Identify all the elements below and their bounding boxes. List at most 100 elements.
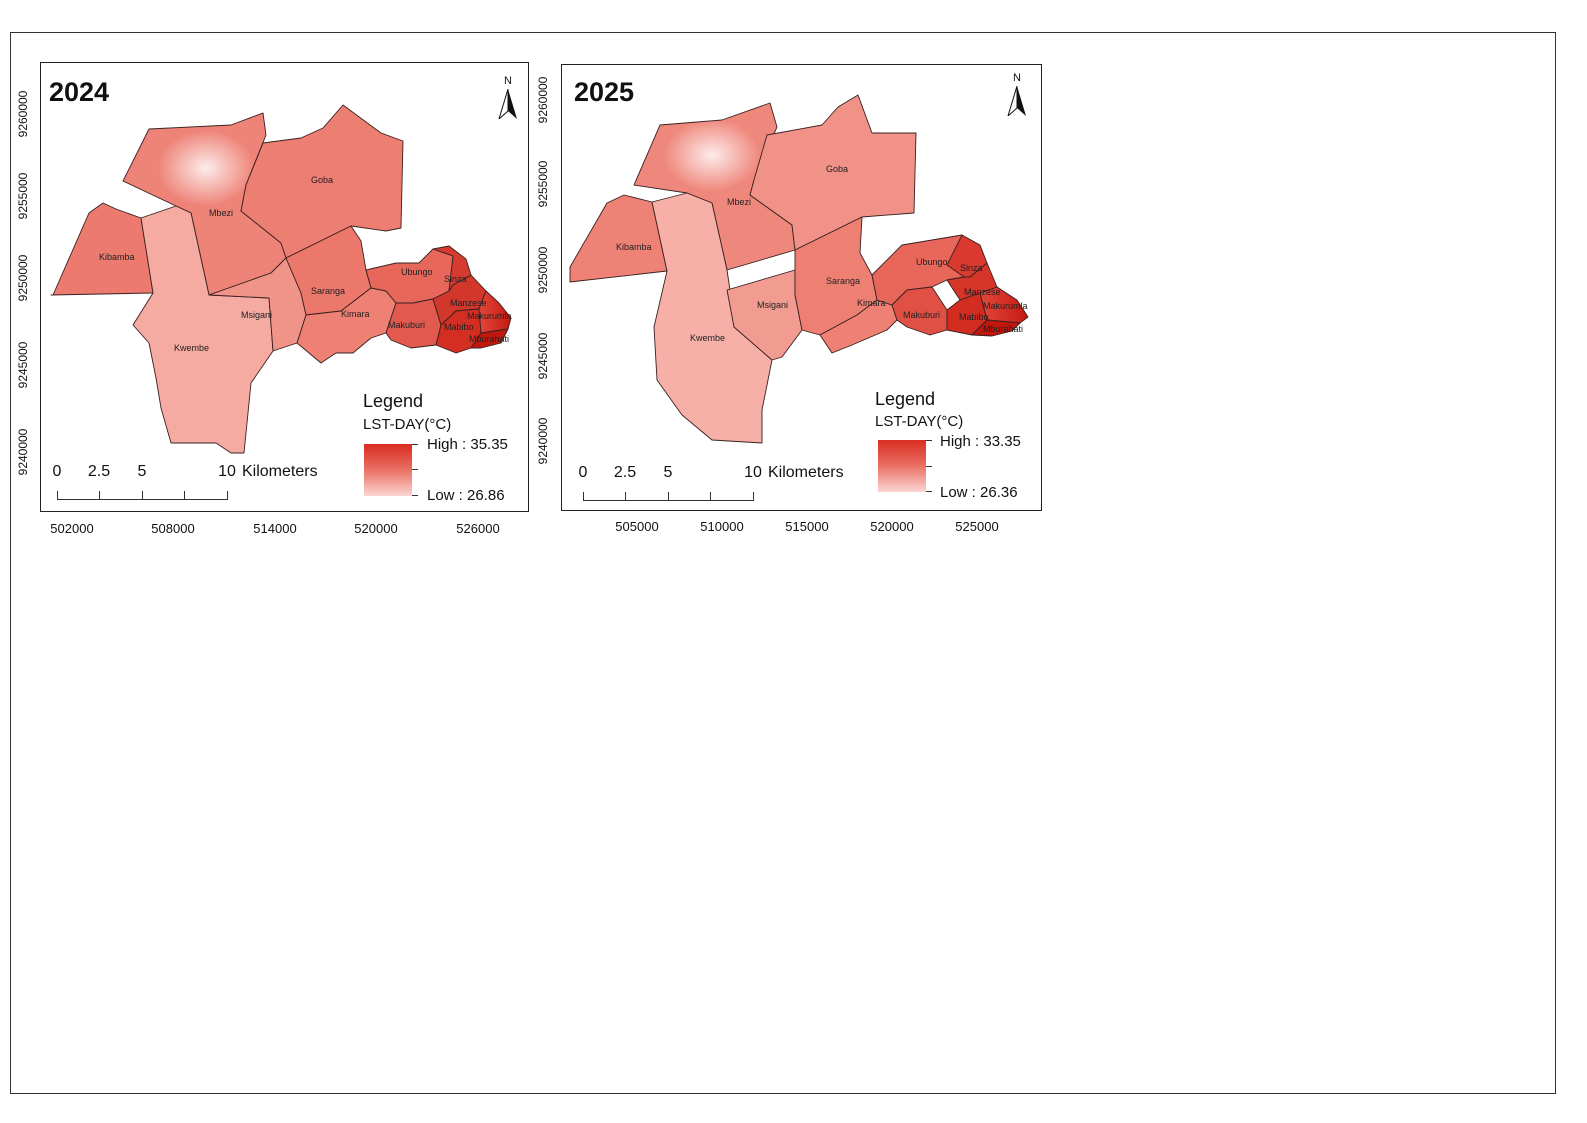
ward-label: Kimara <box>341 309 370 319</box>
ward-mburahati <box>971 319 1021 337</box>
ward-label: Kibamba <box>99 252 135 262</box>
ward-label: Makuburi <box>903 310 940 320</box>
ward-label: Mbezi <box>727 197 751 207</box>
north-label: N <box>1013 72 1021 84</box>
ward-label: Kwembe <box>690 333 725 343</box>
ward-label: Mabibo <box>444 322 474 332</box>
x-tick-label: 505000 <box>615 519 659 534</box>
north-arrow-icon <box>498 89 517 119</box>
y-tick-label: 9240000 <box>536 417 550 465</box>
north-arrow: N <box>1002 72 1032 124</box>
scale-tick-label: 2.5 <box>87 463 111 480</box>
ward-map-2024: Kibamba Mbezi Goba Kwembe Msigani Sarang… <box>50 104 512 454</box>
y-tick-label: 9260000 <box>536 76 550 124</box>
scale-tick-label: 10 <box>744 464 762 481</box>
ward-labels-2025: Kibamba Mbezi Goba Kwembe Msigani Sarang… <box>616 164 1028 343</box>
x-tick-label: 526000 <box>456 521 500 536</box>
y-tick-label: 9255000 <box>536 160 550 208</box>
scale-tick <box>625 492 626 501</box>
ward-label: Msigani <box>757 300 788 310</box>
ward-label: Mburahati <box>469 334 509 344</box>
map-sheet-border <box>10 32 1556 1094</box>
y-tick-label: 9240000 <box>16 428 30 476</box>
x-tick-label: 520000 <box>354 521 398 536</box>
ward-label: Manzese <box>450 298 487 308</box>
scale-tick <box>583 492 584 501</box>
scale-tick <box>99 491 100 500</box>
ward-label: Mabibo <box>959 312 989 322</box>
legend-high-value: High : 33.35 <box>940 433 1021 450</box>
ward-label: Mbezi <box>209 208 233 218</box>
scale-tick <box>184 491 185 500</box>
legend-color-ramp <box>364 444 412 496</box>
ward-kibamba <box>50 202 154 296</box>
scale-tick <box>753 492 754 501</box>
legend-low-value: Low : 26.36 <box>940 484 1018 501</box>
y-tick-label: 9250000 <box>536 246 550 294</box>
ward-label: Sinza <box>960 263 983 273</box>
ward-label: Goba <box>826 164 848 174</box>
ward-labels-2024: Kibamba Mbezi Goba Kwembe Msigani Sarang… <box>99 175 512 353</box>
legend-ramp-tick <box>412 495 418 496</box>
ward-label: Saranga <box>311 286 345 296</box>
y-tick-label: 9255000 <box>16 172 30 220</box>
legend-title: Legend <box>875 389 936 409</box>
panel-year-title: 2025 <box>574 77 635 107</box>
north-label: N <box>504 75 512 87</box>
scale-tick <box>142 491 143 500</box>
x-tick-label: 510000 <box>700 519 744 534</box>
ward-label: Kibamba <box>616 242 652 252</box>
scale-tick <box>227 491 228 500</box>
north-arrow: N <box>493 75 523 127</box>
scale-tick-label: 0 <box>52 463 62 480</box>
legend-ramp-tick <box>412 444 418 445</box>
scale-tick-label: 5 <box>137 463 147 480</box>
legend-high-value: High : 35.35 <box>427 436 508 453</box>
x-tick-label: 520000 <box>870 519 914 534</box>
legend-title: Legend <box>363 391 424 411</box>
north-arrow-icon <box>1007 86 1026 116</box>
ward-label: Ubungo <box>401 267 433 277</box>
scale-unit-label: Kilometers <box>768 464 844 481</box>
scale-unit-label: Kilometers <box>242 463 318 480</box>
ward-label: Makuburi <box>388 320 425 330</box>
ward-label: Goba <box>311 175 333 185</box>
y-tick-label: 9250000 <box>16 254 30 302</box>
legend-ramp-tick <box>926 491 932 492</box>
scale-tick <box>668 492 669 501</box>
ward-map-2025: Kibamba Mbezi Goba Kwembe Msigani Sarang… <box>569 94 1029 444</box>
y-tick-label: 9245000 <box>16 341 30 389</box>
legend-ramp-tick <box>926 440 932 441</box>
legend-low-value: Low : 26.86 <box>427 487 505 504</box>
scale-tick-label: 0 <box>578 464 588 481</box>
scale-tick-label: 5 <box>663 464 673 481</box>
ward-label: Makurumla <box>467 311 512 321</box>
ward-label: Makurumla <box>983 301 1028 311</box>
y-tick-label: 9260000 <box>16 90 30 138</box>
map-frame-2025: Kibamba Mbezi Goba Kwembe Msigani Sarang… <box>561 64 1042 511</box>
ward-kwembe <box>132 205 274 454</box>
ward-label: Kwembe <box>174 343 209 353</box>
legend-subtitle: LST-DAY(°C) <box>875 413 964 430</box>
x-tick-label: 508000 <box>151 521 195 536</box>
scale-tick-label: 10 <box>218 463 236 480</box>
ward-label: Sinza <box>444 274 467 284</box>
ward-label: Saranga <box>826 276 860 286</box>
scale-tick-label: 2.5 <box>613 464 637 481</box>
scale-tick <box>57 491 58 500</box>
scale-tick <box>710 492 711 501</box>
x-tick-label: 514000 <box>253 521 297 536</box>
ward-label: Mburahati <box>983 324 1023 334</box>
legend-subtitle: LST-DAY(°C) <box>363 416 452 433</box>
legend-ramp-tick <box>412 469 418 470</box>
ward-label: Manzese <box>964 287 1001 297</box>
ward-mburahati <box>470 328 509 349</box>
legend-color-ramp <box>878 440 926 492</box>
ward-label: Ubungo <box>916 257 948 267</box>
ward-kibamba <box>569 194 668 283</box>
panel-year-title: 2024 <box>49 77 110 107</box>
x-tick-label: 502000 <box>50 521 94 536</box>
ward-label: Kimara <box>857 298 886 308</box>
x-tick-label: 515000 <box>785 519 829 534</box>
legend-ramp-tick <box>926 466 932 467</box>
